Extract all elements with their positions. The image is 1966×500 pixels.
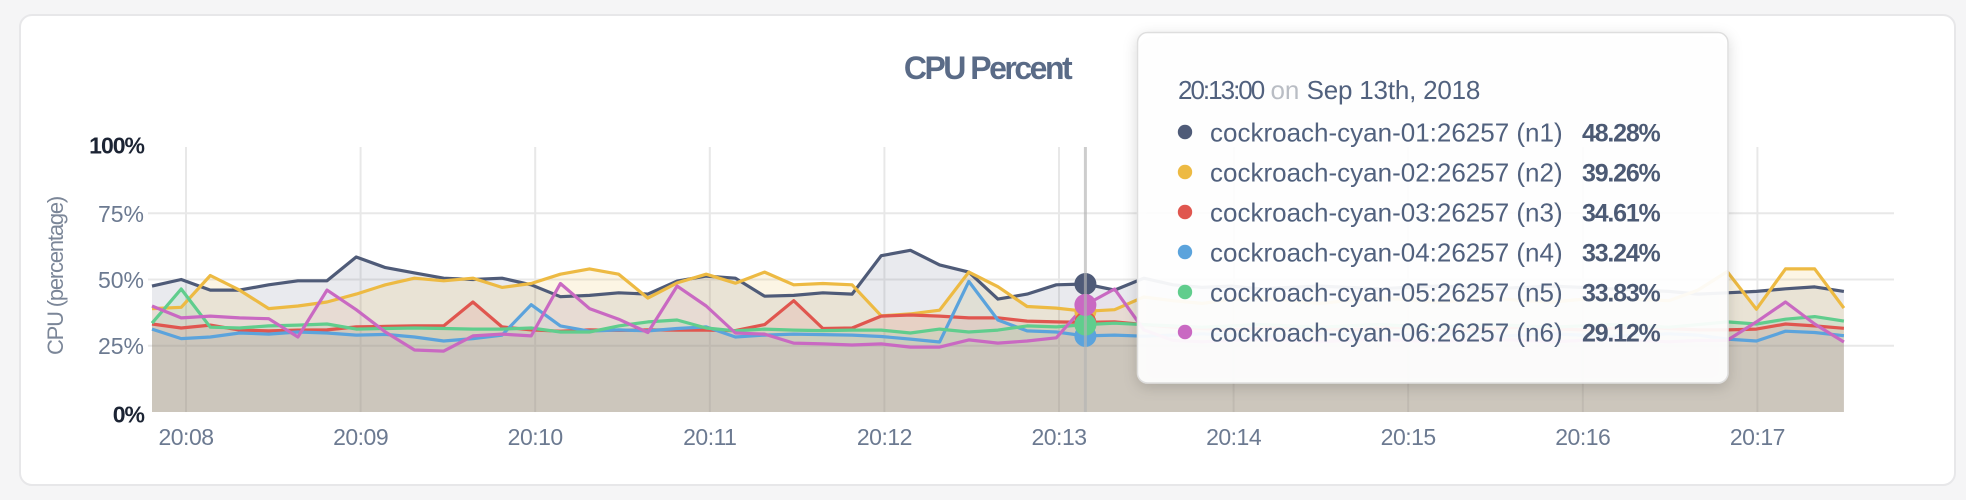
- svg-text:cockroach-cyan-06:26257 (n6): cockroach-cyan-06:26257 (n6): [1210, 318, 1563, 348]
- svg-text:cockroach-cyan-04:26257 (n4): cockroach-cyan-04:26257 (n4): [1210, 238, 1563, 268]
- svg-text:CPU Percent: CPU Percent: [904, 50, 1073, 86]
- svg-text:20:15: 20:15: [1381, 424, 1436, 450]
- svg-text:20:13: 20:13: [1031, 424, 1086, 450]
- svg-text:20:13:00 on Sep 13th, 2018: 20:13:00 on Sep 13th, 2018: [1178, 75, 1480, 105]
- svg-text:39.26%: 39.26%: [1582, 160, 1661, 188]
- svg-text:cockroach-cyan-01:26257 (n1): cockroach-cyan-01:26257 (n1): [1210, 118, 1563, 148]
- svg-text:cockroach-cyan-03:26257 (n3): cockroach-cyan-03:26257 (n3): [1210, 198, 1563, 228]
- svg-text:20:12: 20:12: [857, 424, 912, 450]
- svg-text:cockroach-cyan-05:26257 (n5): cockroach-cyan-05:26257 (n5): [1210, 278, 1563, 308]
- svg-text:75%: 75%: [98, 201, 144, 227]
- svg-text:CPU (percentage): CPU (percentage): [43, 197, 68, 355]
- svg-text:25%: 25%: [98, 333, 144, 359]
- svg-text:20:08: 20:08: [158, 424, 213, 450]
- svg-text:20:14: 20:14: [1206, 424, 1262, 450]
- svg-text:33.83%: 33.83%: [1582, 280, 1661, 308]
- svg-text:20:10: 20:10: [508, 424, 563, 450]
- svg-text:100%: 100%: [89, 133, 144, 159]
- svg-text:20:09: 20:09: [333, 424, 388, 450]
- svg-text:cockroach-cyan-02:26257 (n2): cockroach-cyan-02:26257 (n2): [1210, 158, 1563, 188]
- svg-text:34.61%: 34.61%: [1582, 200, 1661, 228]
- svg-text:0%: 0%: [113, 402, 145, 428]
- svg-text:20:17: 20:17: [1730, 424, 1785, 450]
- svg-text:29.12%: 29.12%: [1582, 320, 1661, 348]
- svg-text:33.24%: 33.24%: [1582, 240, 1661, 268]
- svg-text:20:16: 20:16: [1555, 424, 1610, 450]
- svg-text:20:11: 20:11: [683, 424, 736, 450]
- svg-text:48.28%: 48.28%: [1582, 120, 1661, 148]
- svg-text:50%: 50%: [98, 267, 144, 293]
